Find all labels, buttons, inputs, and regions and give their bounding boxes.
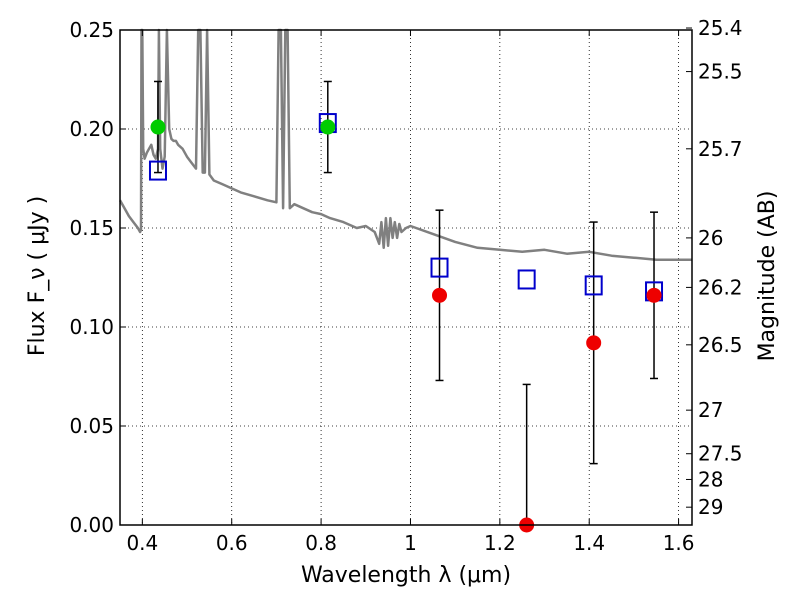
y2-tick-label: 26.5	[698, 333, 743, 357]
y2-tick-label: 25.4	[698, 16, 743, 40]
y2-tick-label: 27.5	[698, 442, 743, 466]
y2-tick-label: 26.2	[698, 275, 743, 299]
tick-labels-layer: 0.4 0.6 0.8 1 1.2 1.4 1.6 0.00 0.05 0.10 0.15 0.20 0…	[69, 16, 742, 555]
y2-tick-label: 26	[698, 226, 723, 250]
y-tick-label: 0.25	[69, 18, 114, 42]
x-tick-label: 0.4	[126, 531, 158, 555]
model-spectrum-layer	[118, 28, 692, 261]
y-tick-label: 0.10	[69, 315, 114, 339]
model-photometry-square	[430, 257, 449, 278]
y-tick-label: 0.00	[69, 513, 114, 537]
ticks-layer	[120, 27, 692, 526]
x-axis-label: Wavelength λ (μm)	[301, 563, 511, 588]
y-tick-label: 0.05	[69, 414, 114, 438]
x-tick-label: 1.6	[663, 531, 695, 555]
y2-tick-label: 28	[698, 467, 723, 491]
model-photometry-square	[584, 275, 603, 296]
x-tick-label: 0.8	[305, 531, 337, 555]
y2-axis-label: Magnitude (AB)	[755, 191, 780, 362]
markers-layer	[148, 113, 664, 533]
y2-tick-label: 29	[698, 495, 723, 519]
red-data-point	[646, 287, 662, 303]
model-photometry-square	[148, 160, 167, 181]
model-photometry-square	[517, 269, 536, 290]
model-spectrum-line	[118, 28, 692, 261]
y2-tick-label: 25.5	[698, 60, 743, 84]
y-tick-label: 0.15	[69, 216, 114, 240]
x-tick-label: 1.4	[573, 531, 605, 555]
grid	[120, 30, 692, 525]
errorbars-layer	[153, 80, 659, 526]
x-tick-label: 0.6	[216, 531, 248, 555]
red-data-point	[586, 335, 602, 351]
x-tick-label: 1	[404, 531, 417, 555]
y-tick-label: 0.20	[69, 117, 114, 141]
x-tick-label: 1.2	[484, 531, 516, 555]
red-data-point	[432, 287, 448, 303]
y-axis-label: Flux F_ν ( μJy )	[25, 196, 50, 356]
y2-tick-label: 25.7	[698, 137, 743, 161]
green-data-point	[150, 119, 166, 135]
y2-tick-label: 27	[698, 398, 723, 422]
plot-frame	[119, 29, 693, 526]
green-data-point	[320, 119, 336, 135]
